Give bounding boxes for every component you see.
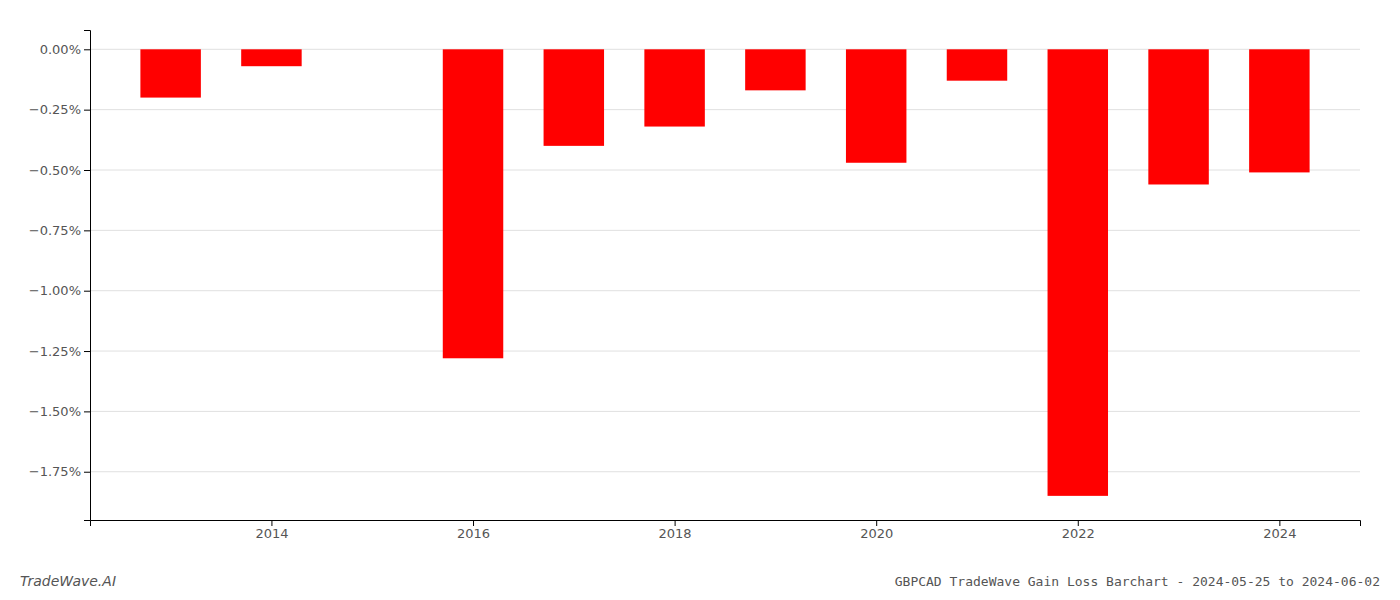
- x-tick-mark: [1279, 520, 1280, 526]
- y-tick-mark: [84, 230, 90, 231]
- bar: [644, 49, 704, 126]
- bar: [1148, 49, 1208, 184]
- x-tick-mark: [876, 520, 877, 526]
- x-tick: 2016: [457, 520, 490, 541]
- x-tick: 2022: [1062, 520, 1095, 541]
- x-tick: 2018: [659, 520, 692, 541]
- watermark: TradeWave.AI: [20, 573, 116, 589]
- y-tick-label: −0.25%: [29, 102, 81, 117]
- x-tick: 2014: [255, 520, 288, 541]
- y-tick: −1.00%: [29, 283, 90, 298]
- y-tick-mark: [84, 291, 90, 292]
- bar: [1048, 49, 1108, 496]
- x-tick: 2024: [1263, 520, 1296, 541]
- y-tick-label: −0.75%: [29, 223, 81, 238]
- y-tick: 0.00%: [40, 42, 90, 57]
- bar: [745, 49, 805, 90]
- x-tick-label: 2020: [860, 526, 893, 541]
- bar: [241, 49, 301, 66]
- x-tick-label: 2024: [1263, 526, 1296, 541]
- x-tick-mark: [473, 520, 474, 526]
- y-tick-label: −1.00%: [29, 283, 81, 298]
- x-tick-label: 2016: [457, 526, 490, 541]
- bar: [342, 49, 402, 50]
- y-tick-label: −1.25%: [29, 344, 81, 359]
- title: GBPCAD TradeWave Gain Loss Barchart - 20…: [895, 574, 1380, 589]
- x-tick-mark: [1078, 520, 1079, 526]
- chart: 0.00% −0.25% −0.50% −0.75% −1.00% −1.25% −1.50…: [0, 0, 1400, 600]
- y-tick-mark: [84, 110, 90, 111]
- grid-line: [90, 411, 1360, 412]
- grid-line: [90, 351, 1360, 352]
- y-tick: −1.50%: [29, 404, 90, 419]
- x-tick-label: 2018: [659, 526, 692, 541]
- y-tick-label: −0.50%: [29, 163, 81, 178]
- y-tick-mark: [84, 49, 90, 50]
- x-axis: 2014 2016 2018 2020 2022 2024: [91, 520, 1361, 541]
- x-axis-line: [91, 521, 1361, 527]
- x-tick-mark: [675, 520, 676, 526]
- y-tick-mark: [84, 472, 90, 473]
- y-tick-label: −1.50%: [29, 404, 81, 419]
- y-axis-line: [84, 31, 91, 521]
- y-tick: −0.25%: [29, 102, 90, 117]
- bar: [1249, 49, 1309, 172]
- x-tick-label: 2022: [1062, 526, 1095, 541]
- bar: [846, 49, 906, 162]
- y-axis: 0.00% −0.25% −0.50% −0.75% −1.00% −1.25% −1.50…: [29, 31, 91, 521]
- y-tick-label: 0.00%: [40, 42, 81, 57]
- y-tick-mark: [84, 170, 90, 171]
- y-tick: −0.75%: [29, 223, 90, 238]
- x-tick-mark: [271, 520, 272, 526]
- x-tick: 2020: [860, 520, 893, 541]
- bar: [443, 49, 503, 358]
- plot: 0.00% −0.25% −0.50% −0.75% −1.00% −1.25% −1.50…: [29, 31, 1361, 542]
- bar: [544, 49, 604, 146]
- y-tick: −0.50%: [29, 163, 90, 178]
- bar: [140, 49, 200, 97]
- bar: [947, 49, 1007, 80]
- grid-line: [90, 230, 1360, 231]
- grid: [90, 49, 1360, 471]
- y-tick-label: −1.75%: [29, 464, 81, 479]
- y-tick: −1.75%: [29, 464, 90, 479]
- grid-line: [90, 290, 1360, 291]
- y-tick-mark: [84, 411, 90, 412]
- grid-line: [90, 471, 1360, 472]
- x-tick-label: 2014: [255, 526, 288, 541]
- bars: [140, 49, 1309, 496]
- y-tick-mark: [84, 351, 90, 352]
- y-tick: −1.25%: [29, 344, 90, 359]
